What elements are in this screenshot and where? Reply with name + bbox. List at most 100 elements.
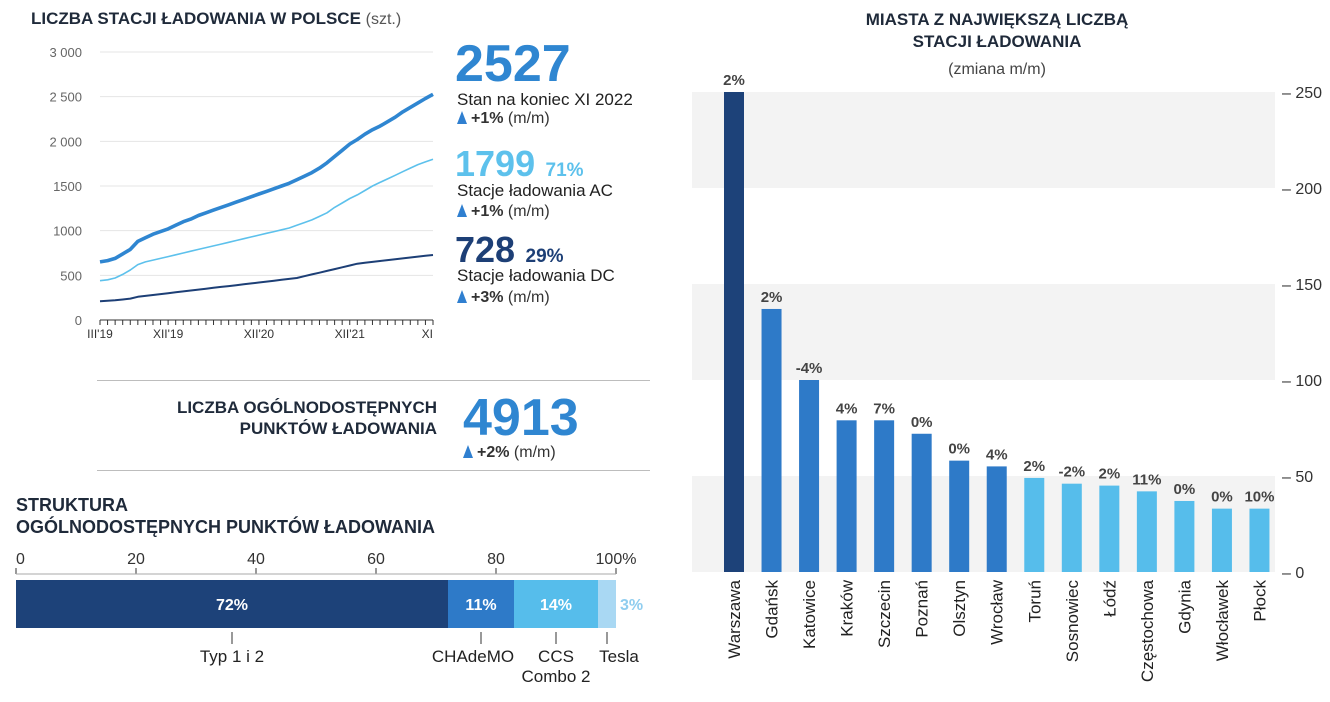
city-bar [911,433,932,572]
charging-points-title-line1: LICZBA OGÓLNODOSTĘPNYCH [176,398,437,417]
x-tick-label: 0 [16,551,25,568]
city-name-label: Częstochowa [1138,579,1157,682]
y-tick-label: – 200 [1282,181,1322,198]
total-stations-change: +1% (m/m) [457,110,550,128]
x-tick-label: III'19 [87,327,113,341]
city-bar [836,420,857,572]
series-line-total [99,92,434,264]
y-tick-label: – 100 [1282,373,1322,390]
cities-chart-title: MIASTA Z NAJWIĘKSZĄ LICZBĄ STACJI ŁADOWA… [777,9,1217,81]
structure-stacked-bar: 0 20 40 60 80 100% 72% Typ 1 i 2 11% CHAdeMO 14% CC… [15,551,643,686]
x-tick-label: 100% [596,551,637,568]
y-tick-label: 2 000 [49,134,82,149]
total-change-value: +1% [471,110,504,127]
up-triangle-icon [457,111,467,124]
city-bar [1136,491,1157,572]
city-bar [1024,477,1045,572]
city-name-label: Poznań [913,580,932,638]
city-name-label: Gdynia [1175,579,1194,633]
city-bar-label: 11% [1132,471,1161,488]
city-bar [874,420,895,572]
city-bar-label: 2% [1023,458,1045,475]
stack-segment [514,580,598,628]
city-name-label: Płock [1250,580,1269,622]
city-bar [986,466,1007,572]
city-bar-label: 4% [986,446,1008,463]
cities-title-line2: STACJI ŁADOWANIA [912,32,1082,51]
charging-points-title-line2: PUNKTÓW ŁADOWANIA [239,419,437,438]
city-bar-label: 2% [761,289,783,306]
up-triangle-icon [463,445,473,458]
dc-stations-value-row: 728 29% [455,232,564,268]
cities-subtitle: (zmiana m/m) [948,61,1046,78]
points-change-unit: (m/m) [513,444,556,461]
dc-change-value: +3% [471,289,504,306]
dc-stations-share: 29% [525,246,564,267]
city-bar [1099,485,1120,572]
ac-stations-value-row: 1799 71% [455,146,584,182]
cities-title-line1: MIASTA Z NAJWIĘKSZĄ LICZBĄ [865,10,1129,29]
city-bar-label: -2% [1058,464,1085,481]
ac-stations-label: Stacje ładowania AC [457,181,613,200]
structure-title-line2: OGÓLNODOSTĘPNYCH PUNKTÓW ŁADOWANIA [16,517,435,537]
y-tick-label: – 0 [1282,565,1304,582]
line-chart-unit: (szt.) [365,11,402,28]
divider [97,380,650,381]
city-bar [799,380,820,572]
x-tick-label: XI [422,327,433,341]
up-triangle-icon [457,204,467,217]
city-bar [1174,500,1195,572]
segment-name-label: CHAdeMO [432,647,514,666]
stack-segment [598,580,616,628]
city-bar-label: 0% [1211,489,1233,506]
segment-value-label: 3% [620,597,643,614]
stack-segment [16,580,448,628]
y-tick-label: – 50 [1282,469,1313,486]
line-chart: 0 500 1000 1500 2 000 2 500 3 000 III'19 XII'19 X… [49,45,434,341]
x-tick-label: 20 [127,551,145,568]
city-bar-label: 0% [911,414,933,431]
line-chart-title-text: LICZBA STACJI ŁADOWANIA W POLSCE [31,9,361,28]
city-bar-label: 10% [1244,489,1274,506]
y-tick-label: 0 [75,313,82,328]
city-bar [761,308,782,572]
city-bar-label: 2% [723,72,745,89]
dc-stations-change: +3% (m/m) [457,289,550,307]
city-name-label: Warszawa [725,579,744,658]
total-stations-label: Stan na koniec XI 2022 [457,90,633,109]
y-tick-label: – 250 [1282,85,1322,102]
city-bar-label: 0% [1174,481,1196,498]
dc-stations-label: Stacje ładowania DC [457,266,615,285]
dc-stations-value: 728 [455,229,516,270]
city-bar-label: -4% [796,360,823,377]
ac-stations-change: +1% (m/m) [457,203,550,221]
y-tick-label: 3 000 [49,45,82,60]
city-bar-label: 0% [948,441,970,458]
y-tick-label: 1500 [53,179,82,194]
x-tick-label: XII'20 [244,327,275,341]
segment-value-label: 72% [216,597,248,614]
series-line-dc [99,254,434,303]
city-bar [1249,508,1270,572]
segment-name-label: CCS [538,647,574,666]
grid-band [692,284,1275,380]
grid-band [692,92,1275,188]
segment-value-label: 11% [465,597,496,614]
y-tick-label: 1000 [53,224,82,239]
city-bar-label: 4% [836,400,858,417]
y-tick-label: 500 [60,268,82,283]
charging-points-value: 4913 [463,389,579,447]
x-tick-label: 60 [367,551,385,568]
cities-bar-chart: – 0 – 50 – 100 – 150 – 200 – 250 2% Warszawa 2% G… [692,72,1322,682]
city-name-label: Gdańsk [763,580,782,639]
city-name-label: Sosnowiec [1063,580,1082,663]
x-tick-label: 40 [247,551,265,568]
ac-stations-share: 71% [545,160,584,181]
x-tick-label: XII'19 [153,327,184,341]
divider [97,470,650,471]
city-name-label: Toruń [1025,580,1044,623]
city-bar [1211,508,1232,572]
points-change-value: +2% [477,444,510,461]
structure-title-line1: STRUKTURA [16,495,128,515]
ac-stations-value: 1799 [455,143,536,184]
